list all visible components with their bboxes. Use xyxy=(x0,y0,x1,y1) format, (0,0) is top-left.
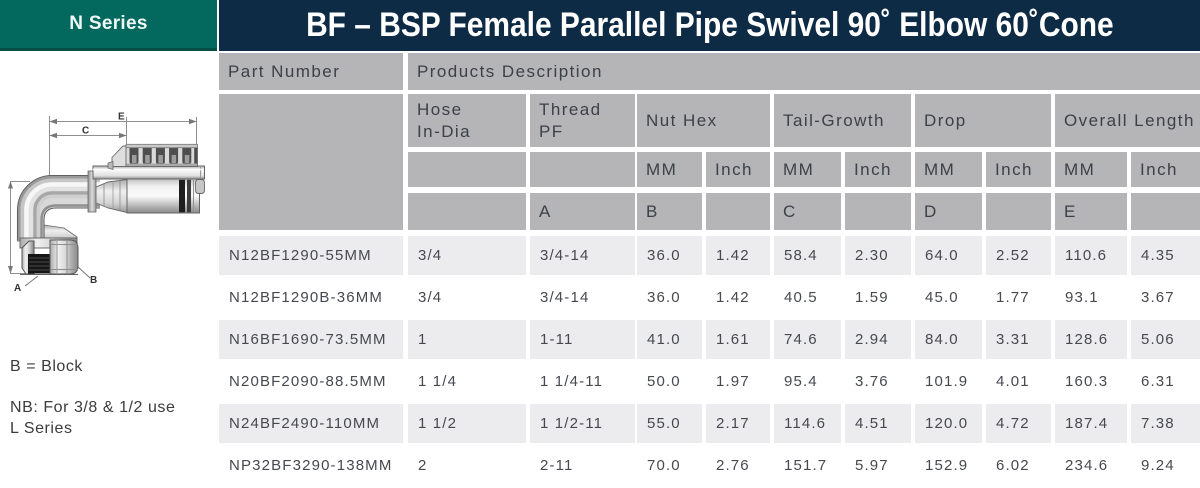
svg-text:C: C xyxy=(82,126,89,137)
svg-text:B: B xyxy=(90,275,97,286)
svg-text:E: E xyxy=(118,112,125,123)
svg-text:A: A xyxy=(14,283,21,294)
